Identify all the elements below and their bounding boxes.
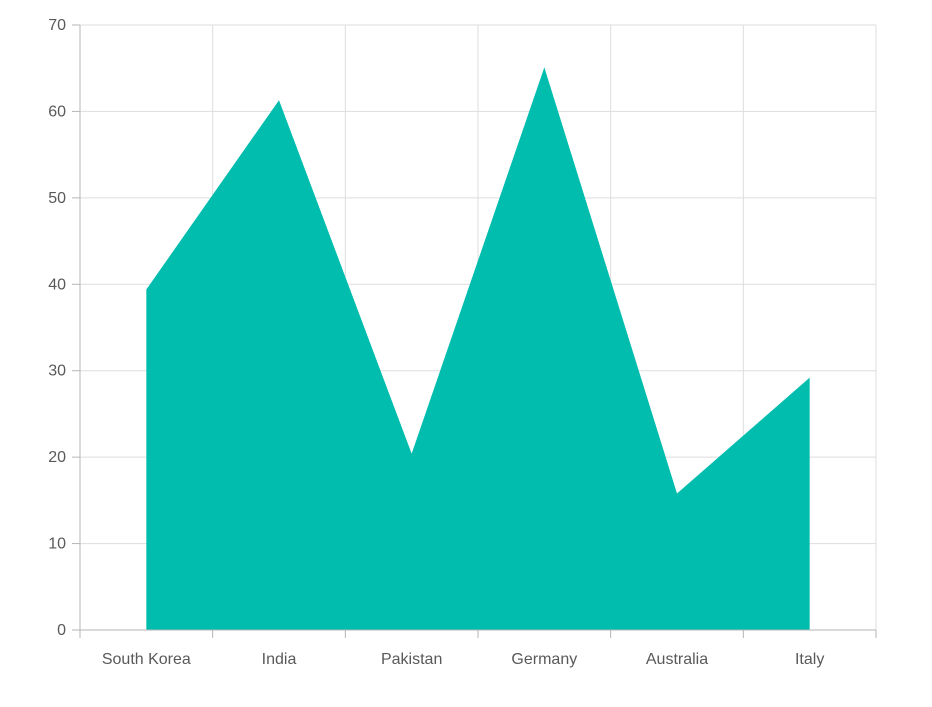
y-tick-label: 10 [48, 536, 66, 553]
y-tick-label: 40 [48, 276, 66, 293]
x-tick-label: Pakistan [381, 651, 442, 668]
x-tick-label: Australia [646, 651, 708, 668]
y-tick-label: 30 [48, 363, 66, 380]
x-tick-label: Germany [511, 651, 577, 668]
y-axis-tick-labels: 0 10 20 30 40 50 60 70 [48, 17, 66, 639]
y-tick-label: 50 [48, 190, 66, 207]
y-tick-label: 60 [48, 103, 66, 120]
y-tick-label: 0 [57, 622, 66, 639]
y-tick-label: 20 [48, 449, 66, 466]
x-tick-label: India [262, 651, 297, 668]
x-tick-label: South Korea [102, 651, 191, 668]
x-axis-tick-labels: South Korea India Pakistan Germany Australia… [102, 651, 824, 668]
y-tick-label: 70 [48, 17, 66, 34]
x-tick-label: Italy [795, 651, 824, 668]
